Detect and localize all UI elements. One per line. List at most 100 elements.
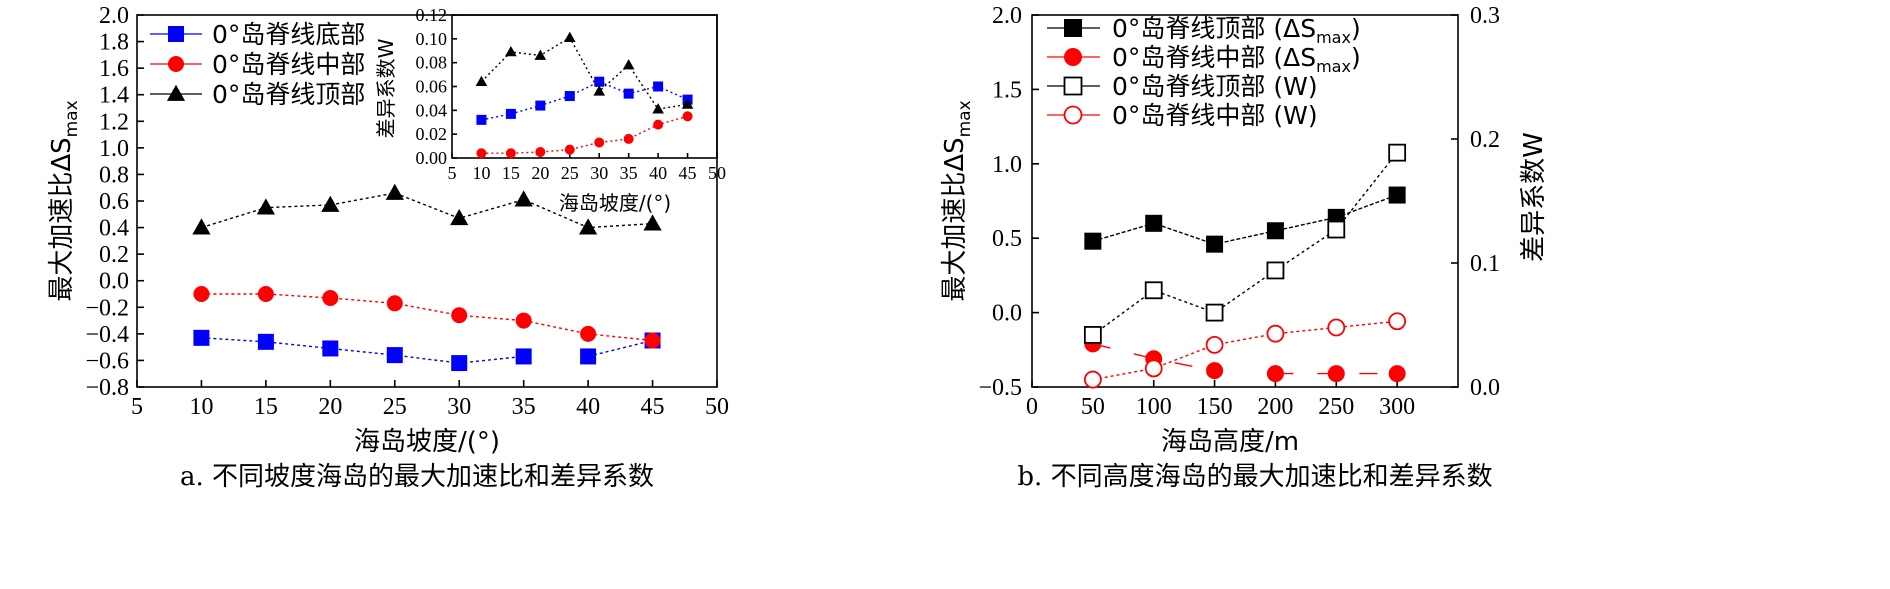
panel-b-point-0-2 bbox=[1206, 235, 1224, 253]
inset-y-tick-label: 0.08 bbox=[416, 53, 448, 73]
panel-a-point-1-0 bbox=[193, 286, 210, 302]
panel-b-point-2-0 bbox=[1083, 326, 1102, 344]
inset-point-1-2 bbox=[535, 147, 546, 158]
inset-point-1-6 bbox=[653, 119, 664, 130]
panel-a-y-tick-label: 0.0 bbox=[99, 269, 129, 295]
legend-swatch-marker bbox=[1064, 48, 1082, 66]
panel-b-series-line-1 bbox=[1092, 343, 1398, 375]
panel-a-point-1-3 bbox=[386, 295, 403, 312]
inset-x-tick-label: 50 bbox=[708, 163, 726, 183]
panel-b-y2-tick-label: 0.3 bbox=[1470, 3, 1500, 29]
panel-b-x-tick-label: 50 bbox=[1081, 394, 1105, 420]
legend-entry-label: 0°岛脊线中部 bbox=[212, 50, 365, 79]
inset-x-tick-label: 5 bbox=[448, 163, 457, 183]
panel-a-y-axis-label-sub: max bbox=[62, 100, 82, 137]
legend-entry-label-tail: ) bbox=[1351, 43, 1361, 72]
legend-entry-label-sub: max bbox=[1316, 28, 1351, 47]
legend-entry-label: 0°岛脊线中部 (W) bbox=[1112, 101, 1318, 130]
panel-b-caption: b. 不同高度海岛的最大加速比和差异系数 bbox=[1017, 462, 1492, 492]
panel-b-point-1-4 bbox=[1327, 365, 1345, 383]
panel-a-point-0-3 bbox=[386, 347, 403, 364]
panel-b-point-1-5 bbox=[1388, 365, 1406, 383]
panel-a-x-tick-label: 35 bbox=[512, 394, 536, 420]
legend-entry-label-main: 0°岛脊线中部 (ΔS bbox=[1112, 43, 1316, 72]
inset-y-tick-label: 0.04 bbox=[416, 100, 448, 120]
inset-x-tick-label: 20 bbox=[531, 163, 549, 183]
legend-entry-label: 0°岛脊线底部 bbox=[212, 20, 365, 49]
panel-a-point-0-0 bbox=[193, 329, 210, 346]
inset-point-2-5 bbox=[622, 59, 635, 70]
panel-b-point-2-3 bbox=[1266, 261, 1285, 280]
panel-a-y-tick-label: 0.4 bbox=[99, 216, 129, 242]
panel-a-point-0-6 bbox=[580, 348, 597, 365]
panel-a-point-1-1 bbox=[257, 286, 274, 302]
inset-x-tick-label: 35 bbox=[620, 163, 638, 183]
panel-b-point-0-5 bbox=[1388, 186, 1406, 204]
panel-b-point-1-3 bbox=[1266, 365, 1284, 383]
inset-point-2-2 bbox=[534, 49, 547, 60]
panel-b-x-axis-label: 海岛高度/m bbox=[1161, 427, 1299, 457]
inset-series-line-1 bbox=[481, 115, 688, 154]
panel-a-y-tick-label: −0.6 bbox=[85, 348, 129, 374]
panel-b-point-3-2 bbox=[1205, 335, 1224, 354]
inset-point-1-4 bbox=[594, 137, 605, 148]
inset-y-tick-label: 0.02 bbox=[416, 124, 448, 144]
panel-a-point-0-2 bbox=[322, 340, 339, 357]
panel-b-y-axis-label-sub: max bbox=[955, 100, 975, 137]
panel-b-y-axis-label-main: 最大加速比ΔS bbox=[940, 137, 970, 301]
inset-x-tick-label: 25 bbox=[561, 163, 579, 183]
inset-y-tick-label: 0.10 bbox=[416, 29, 448, 49]
panel-b-y2-tick-label: 0.1 bbox=[1470, 251, 1500, 277]
panel-b-point-2-1 bbox=[1144, 281, 1163, 300]
panel-a-y-tick-label: −0.4 bbox=[85, 322, 129, 348]
panel-a-y-tick-label: 0.2 bbox=[99, 242, 129, 268]
panel-a-y-tick-label: 0.6 bbox=[99, 189, 129, 215]
inset-point-2-0 bbox=[475, 75, 488, 87]
inset-point-2-7 bbox=[681, 98, 694, 109]
panel-b-series-line-0 bbox=[1092, 194, 1398, 245]
inset-point-2-6 bbox=[652, 103, 664, 114]
panel-b-point-2-5 bbox=[1388, 143, 1407, 162]
inset-x-axis-label: 海岛坡度/(°) bbox=[559, 191, 671, 215]
panel-a-series-line-1 bbox=[201, 293, 653, 342]
panel-a-y-tick-label: 1.4 bbox=[99, 83, 129, 109]
panel-b-y-tick-label: 0.0 bbox=[992, 301, 1022, 327]
panel-a-x-tick-label: 20 bbox=[318, 394, 342, 420]
panel-b-point-3-1 bbox=[1144, 359, 1163, 378]
panel-a-point-2-4 bbox=[450, 209, 469, 226]
panel-a-x-tick-label: 50 bbox=[705, 394, 729, 420]
panel-a-point-2-0 bbox=[192, 218, 211, 235]
panel-b-x-tick-label: 0 bbox=[1026, 394, 1038, 420]
panel-a-point-2-6 bbox=[579, 218, 598, 235]
panel-b-y-tick-label: 1.5 bbox=[992, 77, 1022, 103]
panel-a-point-2-3 bbox=[385, 183, 404, 200]
inset-x-tick-label: 45 bbox=[679, 163, 697, 183]
panel-a-x-tick-label: 15 bbox=[254, 394, 278, 420]
legend-entry-label: 0°岛脊线中部 (ΔSmax) bbox=[1112, 43, 1361, 76]
inset-point-0-3 bbox=[564, 91, 575, 102]
panel-b-y2-axis-label: 差异系数W bbox=[1519, 132, 1549, 262]
panel-a-y-tick-label: 1.0 bbox=[99, 136, 129, 162]
legend-swatch-marker bbox=[1063, 105, 1083, 125]
panel-b-y-tick-label: 2.0 bbox=[992, 3, 1022, 29]
panel-a-x-tick-label: 30 bbox=[447, 394, 471, 420]
panel-a-y-tick-label: 1.6 bbox=[99, 56, 129, 82]
panel-a-y-tick-label: −0.2 bbox=[85, 295, 129, 321]
panel-a-series-line-2 bbox=[201, 192, 653, 229]
panel-a-x-tick-label: 45 bbox=[641, 394, 665, 420]
inset-y-tick-label: 0.00 bbox=[416, 148, 448, 168]
panel-a-point-1-6 bbox=[580, 325, 597, 342]
panel-b-x-tick-label: 300 bbox=[1379, 394, 1415, 420]
inset-y-axis-label: 差异系数W bbox=[374, 38, 398, 138]
panel-b-point-2-4 bbox=[1327, 220, 1346, 239]
legend-entry-label-main: 0°岛脊线顶部 (ΔS bbox=[1112, 14, 1316, 43]
panel-b: 0 50 100 150 200 250 300 −0.5 0.0 0.5 1.0 1.5 2.0 0.0… bbox=[940, 3, 1549, 492]
panel-a-x-tick-label: 5 bbox=[131, 394, 143, 420]
panel-b-y-axis-label: 最大加速比ΔSmax bbox=[940, 100, 975, 301]
legend-entry-label: 0°岛脊线顶部 (ΔSmax) bbox=[1112, 14, 1361, 47]
panel-b-x-tick-label: 200 bbox=[1257, 394, 1293, 420]
panel-b-y2-tick-label: 0.0 bbox=[1470, 375, 1500, 401]
panel-b-x-tick-label: 250 bbox=[1318, 394, 1354, 420]
